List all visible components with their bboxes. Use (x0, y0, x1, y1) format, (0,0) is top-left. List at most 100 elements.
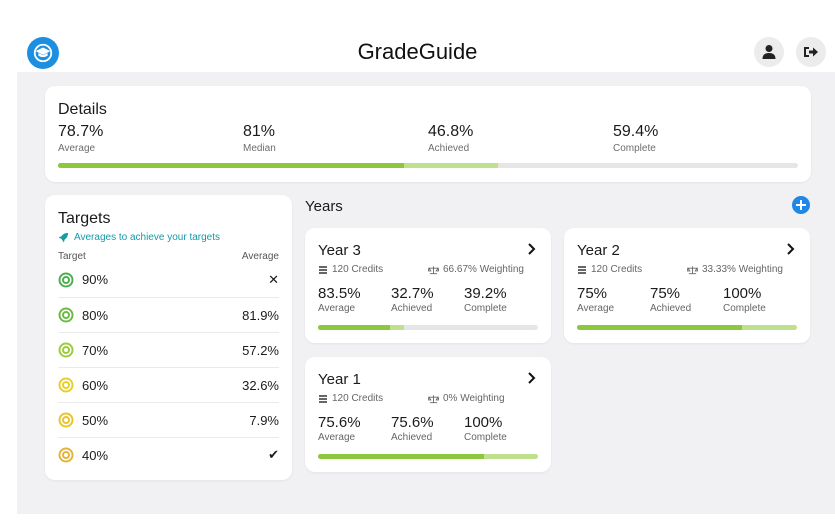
target-ring-icon (58, 377, 74, 393)
year-achieved-label: Achieved (391, 303, 433, 314)
details-achieved-fill (58, 163, 405, 168)
year-progress-bar (318, 454, 538, 459)
details-complete-value: 59.4% (613, 123, 659, 140)
year-credits: 120 Credits (318, 264, 383, 275)
details-complete-stat: 59.4% Complete (613, 123, 658, 154)
target-ring-icon (58, 307, 74, 323)
year-complete-value: 100% (723, 285, 762, 302)
year-complete-value: 100% (464, 414, 503, 431)
target-row[interactable]: 60% 32.6% (58, 367, 279, 402)
year-progress-bar (318, 325, 538, 330)
target-row[interactable]: 90% ✕ (58, 262, 279, 297)
target-ring-icon (58, 272, 74, 287)
targets-title: Targets (58, 210, 111, 227)
year-credits: 120 Credits (577, 264, 642, 275)
year-average-label: Average (318, 432, 356, 443)
graduation-cap-icon[interactable] (27, 37, 59, 69)
user-button[interactable] (754, 37, 784, 67)
year-card-1[interactable]: Year 1 120 Credits 0% Weighting 75.6% Ave… (305, 357, 551, 472)
year-achieved-label: Achieved (650, 303, 692, 314)
details-achieved-value: 46.8% (428, 123, 474, 140)
target-ring-icon (58, 342, 74, 358)
target-value: 90% (82, 272, 109, 287)
details-achieved-label: Achieved (428, 143, 470, 154)
year-achieved-fill (577, 325, 742, 330)
details-card: Details 78.7% Average 81% Median 46.8% A… (45, 86, 811, 182)
main-content: Details 78.7% Average 81% Median 46.8% A… (17, 72, 835, 514)
year-average-stat: 75.6% Average (318, 414, 361, 443)
chevron-right-icon[interactable] (527, 372, 537, 384)
year-weighting-text: 66.67% Weighting (443, 264, 524, 275)
year-title: Year 3 (318, 242, 361, 259)
year-complete-stat: 100% Complete (723, 285, 766, 314)
target-average: 57.2% (242, 342, 279, 358)
plus-icon (796, 200, 806, 210)
chevron-right-icon[interactable] (527, 243, 537, 255)
year-complete-stat: 100% Complete (464, 414, 507, 443)
year-card-3[interactable]: Year 3 120 Credits 66.67% Weighting 83.5… (305, 228, 551, 343)
target-average: 32.6% (242, 377, 279, 393)
logout-button[interactable] (796, 37, 826, 67)
stack-icon (319, 394, 327, 403)
year-card-2[interactable]: Year 2 120 Credits 33.33% Weighting 75% A… (564, 228, 810, 343)
app-title: GradeGuide (357, 39, 478, 64)
details-average-label: Average (58, 143, 96, 154)
year-average-value: 83.5% (318, 285, 361, 302)
scale-icon (687, 265, 698, 274)
year-average-stat: 75% Average (577, 285, 614, 314)
targets-subtitle: Averages to achieve your targets (58, 232, 220, 243)
stack-icon (578, 265, 586, 274)
scale-icon (428, 394, 439, 403)
year-achieved-stat: 75.6% Achieved (391, 414, 434, 443)
target-value: 70% (82, 342, 109, 358)
target-value: 50% (82, 412, 109, 428)
app-header: GradeGuide (0, 0, 835, 72)
target-row[interactable]: 40% ✔ (58, 437, 279, 472)
target-row[interactable]: 80% 81.9% (58, 297, 279, 332)
details-average-value: 78.7% (58, 123, 104, 140)
target-value: 60% (82, 377, 109, 393)
details-median-value: 81% (243, 123, 276, 140)
details-median-stat: 81% Median (243, 123, 276, 154)
year-average-value: 75.6% (318, 414, 361, 431)
year-achieved-label: Achieved (391, 432, 433, 443)
year-complete-label: Complete (464, 303, 507, 314)
year-achieved-value: 32.7% (391, 285, 434, 302)
target-value: 40% (82, 447, 109, 463)
target-ring-icon (58, 447, 74, 463)
check-icon: ✔ (268, 447, 279, 462)
year-achieved-value: 75.6% (391, 414, 434, 431)
target-average: 81.9% (242, 307, 279, 323)
year-weighting: 66.67% Weighting (428, 264, 524, 275)
year-complete-value: 39.2% (464, 285, 507, 302)
chevron-right-icon[interactable] (786, 243, 796, 255)
targets-col-target: Target (58, 251, 86, 262)
year-credits-text: 120 Credits (332, 393, 384, 404)
years-title: Years (305, 198, 343, 215)
targets-card: Targets Averages to achieve your targets… (45, 195, 292, 480)
year-weighting: 0% Weighting (428, 393, 505, 404)
year-achieved-stat: 75% Achieved (650, 285, 691, 314)
year-weighting-text: 33.33% Weighting (702, 264, 783, 275)
target-row[interactable]: 70% 57.2% (58, 332, 279, 367)
year-achieved-fill (318, 325, 390, 330)
year-complete-label: Complete (723, 303, 766, 314)
target-ring-icon (58, 412, 74, 428)
target-row[interactable]: 50% 7.9% (58, 402, 279, 437)
targets-subtitle-text: Averages to achieve your targets (74, 232, 221, 243)
year-weighting: 33.33% Weighting (687, 264, 783, 275)
details-complete-label: Complete (613, 143, 656, 154)
year-weighting-text: 0% Weighting (443, 393, 505, 404)
logout-icon (804, 47, 818, 57)
year-achieved-stat: 32.7% Achieved (391, 285, 434, 314)
year-average-stat: 83.5% Average (318, 285, 361, 314)
targets-col-average: Average (241, 251, 279, 262)
year-title: Year 2 (577, 242, 620, 259)
year-average-label: Average (577, 303, 615, 314)
rocket-icon (58, 232, 69, 243)
year-progress-bar (577, 325, 797, 330)
year-complete-label: Complete (464, 432, 507, 443)
year-achieved-value: 75% (650, 285, 681, 302)
add-year-button[interactable] (792, 196, 810, 214)
year-credits-text: 120 Credits (332, 264, 384, 275)
